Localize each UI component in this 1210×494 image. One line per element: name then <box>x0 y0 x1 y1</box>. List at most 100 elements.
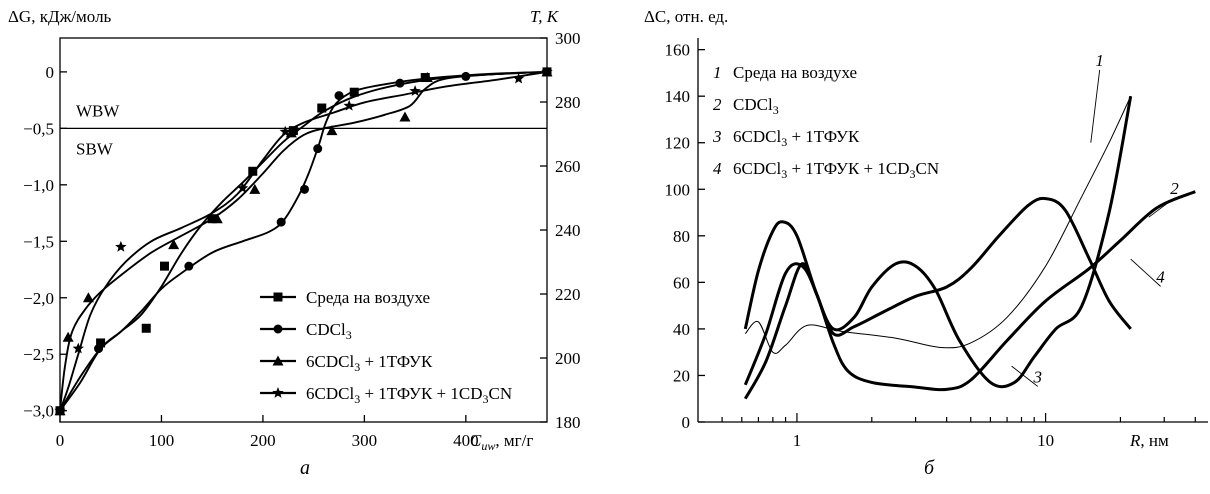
panel-a-x-ticks: 0 100 200 300 400 <box>56 415 479 450</box>
panel-b-curve-4 <box>743 196 1132 400</box>
panel-b-y-tick-label: 160 <box>665 41 691 60</box>
panel-a-triangle-marker <box>82 292 94 303</box>
panel-a-x-tick-label: 200 <box>250 431 276 450</box>
panel-b-x-tick-label: 1 <box>793 431 802 450</box>
panel-a-star-marker <box>72 342 84 354</box>
panel-b-curve-number: 2 <box>1170 179 1179 198</box>
panel-a-y-tick-label: 0 <box>46 63 55 82</box>
panel-b: 1 10 0 20 40 60 80 100 120 140 160 1 2 3 4 1 Среда на… <box>644 7 1208 479</box>
panel-a-y-tick-label: −1,0 <box>23 176 54 195</box>
panel-a-square-marker <box>96 338 106 348</box>
panel-a-square-marker <box>288 126 298 136</box>
panel-b-legend-number: 2 <box>713 95 722 114</box>
panel-a-legend-label: CDCl3 <box>306 320 352 342</box>
panel-b-y-tick-label: 60 <box>673 273 690 292</box>
panel-b-legend-number: 1 <box>713 63 722 82</box>
panel-b-leader-line <box>1130 258 1161 287</box>
panel-b-curve-labels: 1 2 3 4 <box>1011 51 1179 387</box>
panel-a-plot-frame <box>59 37 548 423</box>
panel-a-circle-marker <box>334 91 344 101</box>
panel-a-legend-square-marker <box>273 292 283 302</box>
panel-a-square-marker <box>141 323 151 333</box>
panel-a-triangle-marker <box>168 239 180 250</box>
panel-a-sbw-label: SBW <box>76 139 114 158</box>
panel-a-circle-marker <box>461 71 471 81</box>
panel-b-curve-1 <box>744 95 1132 354</box>
panel-a-triangle-marker <box>399 111 411 122</box>
panel-a-series-line <box>59 70 548 411</box>
panel-a-circle-marker <box>184 261 194 271</box>
panel-a-legend-circle-marker <box>273 324 283 334</box>
panel-b-y-tick-label: 40 <box>673 320 690 339</box>
panel-b-y-tick-label: 20 <box>673 366 690 385</box>
panel-a-triangle-marker <box>421 72 433 83</box>
panel-a-legend-star-marker <box>272 387 284 398</box>
panel-a-triangle-marker <box>249 183 261 194</box>
panel-b-legend-label: CDCl3 <box>733 95 779 117</box>
panel-a-star-marker <box>115 240 127 252</box>
panel-b-legend-number: 4 <box>713 159 722 178</box>
panel-b-letter: б <box>924 457 935 479</box>
panel-a-square-marker <box>349 87 359 97</box>
panel-a-triangle-marker <box>211 213 223 224</box>
panel-a-x-tick-label: 0 <box>56 431 65 450</box>
panel-a-star-marker <box>279 125 291 137</box>
panel-b-y-ticks: 0 20 40 60 80 100 120 140 160 <box>665 41 705 432</box>
panel-a-circle-marker <box>313 144 323 154</box>
panel-a-legend-label: 6CDCl3 + 1ТФУК + 1CD3CN <box>306 384 512 406</box>
panel-a-markers <box>54 65 553 416</box>
panel-a-star-marker <box>54 404 66 416</box>
panel-a-star-marker <box>512 72 525 84</box>
panel-b-curve-number: 3 <box>1032 367 1042 386</box>
panel-a-right-tick-label: 260 <box>555 157 581 176</box>
panel-a-curves <box>59 70 548 412</box>
panel-b-x-tick-label: 10 <box>1037 431 1054 450</box>
panel-b-y-tick-label: 80 <box>673 227 690 246</box>
panel-b-y-tick-label: 100 <box>665 180 691 199</box>
panel-a-square-marker <box>317 103 327 113</box>
panel-a-circle-marker <box>300 184 310 194</box>
panel-b-curves <box>743 95 1196 400</box>
panel-a-right-ticks: 180 200 220 240 260 280 300 <box>540 29 581 432</box>
panel-b-y-tick-label: 0 <box>682 413 691 432</box>
panel-b-legend-number: 3 <box>712 127 722 146</box>
panel-b-curve-number: 4 <box>1156 267 1165 286</box>
panel-b-legend-label: Среда на воздухе <box>733 63 857 82</box>
panel-a-y-ticks: 0 −0,5 −1,0 −1,5 −2,0 −2,5 −3,0 <box>23 63 67 421</box>
panel-a-legend-triangle-marker <box>272 355 284 366</box>
panel-b-leader-line <box>1011 365 1039 387</box>
panel-a-y-tick-label: −2,5 <box>23 345 54 364</box>
panel-b-legend-label: 6CDCl3 + 1ТФУК + 1CD3CN <box>733 159 939 181</box>
panel-a-y-tick-label: −1,5 <box>23 232 54 251</box>
panel-a-letter: а <box>300 457 310 479</box>
panel-b-y-axis-label: ΔC, отн. ед. <box>644 7 728 26</box>
panel-a-x-tick-label: 300 <box>352 431 378 450</box>
panel-a-x-tick-label: 100 <box>149 431 175 450</box>
panel-a-right-tick-label: 300 <box>555 29 581 48</box>
panel-b-curve-number: 1 <box>1095 51 1104 70</box>
panel-b-y-tick-label: 140 <box>665 87 691 106</box>
panel-a-y-tick-label: −3,0 <box>23 402 54 421</box>
panel-a-legend-label: 6CDCl3 + 1ТФУК <box>306 352 433 374</box>
panel-a-circle-marker <box>94 344 104 354</box>
panel-a-square-marker <box>248 166 258 176</box>
panel-a-triangle-marker <box>326 125 338 136</box>
panel-b-curve-2 <box>743 190 1196 392</box>
panel-a-series-line <box>59 70 548 412</box>
panel-b-legend: 1 Среда на воздухе 2 CDCl3 3 6CDCl3 + 1ТФУК 4 6… <box>712 63 939 181</box>
panel-a-right-tick-label: 280 <box>555 93 581 112</box>
panel-a-star-marker <box>343 99 355 111</box>
panel-b-curve-3 <box>743 95 1133 389</box>
panel-a-star-marker <box>236 182 249 194</box>
panel-a-triangle-marker <box>62 331 74 342</box>
panel-b-leader-line <box>1148 197 1175 218</box>
panel-a-star-marker <box>409 85 421 96</box>
panel-a-circle-marker <box>395 78 405 88</box>
panel-a-triangle-marker <box>285 127 297 138</box>
panel-a-legend-label: Среда на воздухе <box>306 288 430 307</box>
panel-a-x-tick-label: 400 <box>453 431 479 450</box>
panel-b-legend-label: 6CDCl3 + 1ТФУК <box>733 127 860 149</box>
panel-a-star-marker <box>541 65 553 77</box>
panel-a-square-marker <box>160 261 170 271</box>
